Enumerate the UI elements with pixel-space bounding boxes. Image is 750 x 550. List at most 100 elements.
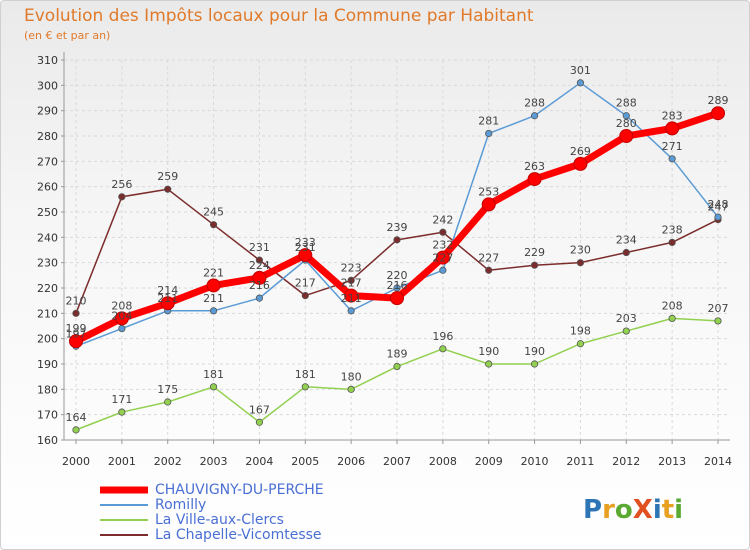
data-point: [530, 112, 539, 120]
data-label: 224: [249, 259, 270, 272]
data-point: [347, 276, 355, 284]
y-tick-label: 170: [37, 409, 58, 422]
data-point: [665, 121, 680, 136]
legend-label: CHAUVIGNY-DU-PERCHE: [155, 482, 324, 498]
data-label: 190: [524, 345, 545, 358]
data-point: [619, 129, 634, 143]
x-tick-label: 2011: [566, 455, 594, 468]
data-label: 301: [570, 64, 591, 77]
data-point: [255, 418, 264, 426]
data-point: [439, 228, 447, 236]
data-label: 203: [616, 312, 637, 325]
data-label: 248: [708, 198, 729, 211]
data-point: [69, 334, 83, 349]
data-point: [206, 278, 221, 293]
data-label: 208: [662, 299, 683, 312]
y-tick-label: 230: [37, 257, 58, 270]
data-label: 217: [341, 277, 362, 290]
data-point: [711, 106, 725, 121]
data-point: [252, 270, 267, 285]
data-label: 214: [157, 284, 178, 297]
data-point: [347, 307, 355, 315]
data-label: 253: [478, 185, 499, 198]
data-point: [255, 256, 264, 264]
data-label: 227: [478, 251, 499, 264]
data-label: 223: [341, 261, 362, 274]
data-label: 239: [387, 221, 408, 234]
data-point: [160, 296, 175, 311]
data-point: [118, 324, 126, 333]
data-label: 211: [341, 292, 362, 305]
data-point: [301, 383, 309, 391]
data-point: [573, 156, 588, 171]
y-tick-label: 180: [37, 383, 58, 396]
data-point: [530, 360, 539, 368]
data-label: 167: [249, 403, 270, 416]
data-label: 207: [708, 302, 729, 315]
data-label: 259: [157, 170, 178, 183]
y-tick-label: 200: [37, 333, 58, 346]
y-tick-label: 250: [37, 206, 58, 219]
x-tick-label: 2006: [337, 455, 365, 468]
x-tick-label: 2001: [108, 455, 136, 468]
data-label: 220: [387, 269, 408, 282]
data-point: [622, 248, 630, 257]
data-label: 269: [570, 145, 591, 158]
x-tick-label: 2013: [658, 455, 686, 468]
data-label: 231: [295, 241, 316, 254]
data-label: 271: [662, 140, 683, 153]
y-tick-label: 300: [37, 79, 58, 92]
x-tick-label: 2009: [475, 455, 503, 468]
data-point: [255, 294, 264, 302]
data-label: 288: [524, 97, 545, 110]
data-point: [439, 266, 447, 274]
data-point: [714, 213, 722, 221]
data-label: 221: [203, 266, 224, 279]
y-tick-label: 210: [37, 307, 58, 320]
x-tick-label: 2002: [154, 455, 182, 468]
data-label: 227: [432, 251, 453, 264]
data-point: [301, 291, 309, 300]
data-label: 233: [295, 236, 316, 249]
x-tick-label: 2007: [383, 455, 411, 468]
data-label: 234: [616, 234, 637, 247]
data-label: 164: [66, 411, 87, 424]
data-point: [209, 383, 218, 391]
data-label: 245: [203, 206, 224, 219]
x-tick-label: 2012: [612, 455, 640, 468]
data-point: [576, 79, 585, 87]
data-point: [576, 259, 585, 267]
y-tick-label: 220: [37, 282, 58, 295]
chart-subtitle: (en € et par an): [24, 29, 110, 42]
x-tick-label: 2005: [291, 455, 319, 468]
data-point: [714, 317, 722, 325]
x-tick-label: 2014: [704, 455, 732, 468]
data-point: [298, 248, 313, 263]
data-label: 210: [66, 294, 87, 307]
series: [69, 79, 725, 434]
data-label: 217: [295, 277, 316, 290]
data-label: 283: [662, 109, 683, 122]
legend-label: La Chapelle-Vicomtesse: [155, 527, 322, 543]
data-label: 280: [616, 117, 637, 130]
x-tick-label: 2008: [429, 455, 457, 468]
data-label: 263: [524, 160, 545, 173]
data-point: [393, 236, 401, 244]
data-label: 196: [432, 330, 453, 343]
data-label: 230: [570, 244, 591, 257]
data-labels: 164 171 175 181 167 181 180 189 196 190 190 198 203 2…: [66, 64, 729, 424]
y-tick-label: 290: [37, 105, 58, 118]
data-point: [390, 291, 404, 306]
data-label: 238: [662, 223, 683, 236]
legend-label: Romilly: [155, 497, 206, 513]
data-point: [344, 288, 359, 303]
data-point: [576, 340, 585, 348]
data-label: 171: [111, 393, 132, 406]
data-point: [72, 309, 80, 317]
data-point: [668, 238, 676, 246]
data-label: 190: [478, 345, 499, 358]
data-label: 181: [203, 368, 224, 381]
y-tick-label: 280: [37, 130, 58, 143]
